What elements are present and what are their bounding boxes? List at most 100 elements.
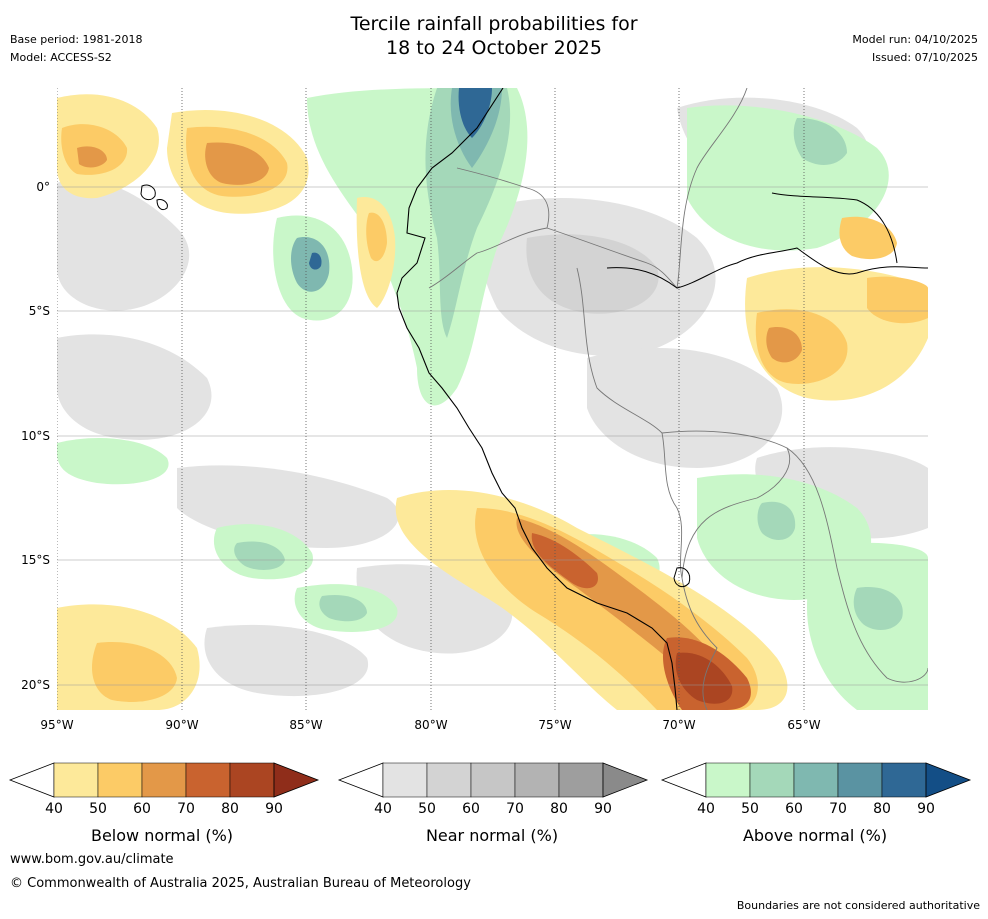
near-swatch xyxy=(426,762,472,798)
above-tick: 60 xyxy=(785,801,803,817)
near-region xyxy=(587,348,783,468)
below-region xyxy=(867,276,928,324)
above-region xyxy=(57,438,169,485)
lon-label-95w: 95°W xyxy=(40,718,74,732)
near-region xyxy=(57,334,212,440)
title-line-1: Tercile rainfall probabilities for xyxy=(350,13,638,35)
coastline xyxy=(396,88,678,710)
below-extend-low xyxy=(8,762,55,798)
below-extend-high xyxy=(273,762,320,798)
above-extend-high xyxy=(925,762,972,798)
above-region xyxy=(319,594,367,622)
colorbar-above xyxy=(660,762,972,798)
near-extend-low xyxy=(337,762,384,798)
boundaries xyxy=(140,88,928,710)
above-swatch xyxy=(837,762,883,798)
above-region xyxy=(853,587,903,630)
lon-label-80w: 80°W xyxy=(414,718,448,732)
above-tick: 40 xyxy=(697,801,715,817)
near-caption: Near normal (%) xyxy=(425,826,559,845)
border-ecuador-colombia xyxy=(456,167,550,229)
near-swatch xyxy=(514,762,560,798)
below-swatch xyxy=(229,762,275,798)
below-region xyxy=(77,146,107,168)
below-tick: 90 xyxy=(265,801,283,817)
amazon-river xyxy=(606,247,928,289)
border-peru-bolivia xyxy=(681,577,718,710)
below-region xyxy=(766,327,802,363)
above-region xyxy=(309,252,322,270)
below-tick: 60 xyxy=(133,801,151,817)
lat-label-0: 0° xyxy=(36,180,50,194)
colorbars xyxy=(8,762,972,798)
colorbar-near xyxy=(337,762,649,798)
below-region xyxy=(366,212,387,262)
below-tick: 50 xyxy=(89,801,107,817)
near-region xyxy=(57,179,190,311)
base-period: Base period: 1981-2018 xyxy=(10,33,143,46)
meta-right: Model run: 04/10/2025 Issued: 07/10/2025 xyxy=(852,31,978,67)
copyright: © Commonwealth of Australia 2025, Austra… xyxy=(10,876,471,891)
below-tick: 80 xyxy=(221,801,239,817)
near-region xyxy=(526,234,659,314)
near-tick: 90 xyxy=(594,801,612,817)
near-swatch xyxy=(558,762,604,798)
near-tick: 60 xyxy=(462,801,480,817)
lon-label-75w: 75°W xyxy=(538,718,572,732)
model-name: Model: ACCESS-S2 xyxy=(10,51,112,64)
border-ecuador-peru xyxy=(428,227,548,289)
below-caption: Below normal (%) xyxy=(90,826,234,845)
below-region xyxy=(839,216,897,260)
above-tick: 90 xyxy=(917,801,935,817)
lon-label-85w: 85°W xyxy=(289,718,323,732)
lake-titicaca xyxy=(673,567,691,588)
above-swatch xyxy=(793,762,839,798)
near-extend-high xyxy=(602,762,649,798)
below-normal-regions xyxy=(57,94,928,710)
above-region xyxy=(793,118,847,165)
near-tick: 80 xyxy=(550,801,568,817)
above-caption: Above normal (%) xyxy=(742,826,888,845)
map-title: Tercile rainfall probabilities for 18 to… xyxy=(0,12,988,60)
graticule xyxy=(57,186,928,686)
lon-label-90w: 90°W xyxy=(165,718,199,732)
below-region xyxy=(531,533,598,589)
colorbar-below xyxy=(8,762,320,798)
above-extend-low xyxy=(660,762,707,798)
above-region xyxy=(458,88,492,138)
title-line-2: 18 to 24 October 2025 xyxy=(386,37,602,59)
lon-label-70w: 70°W xyxy=(662,718,696,732)
above-tick: 50 xyxy=(741,801,759,817)
lat-label-5s: 5°S xyxy=(28,304,50,318)
meta-left: Base period: 1981-2018 Model: ACCESS-S2 xyxy=(10,31,142,67)
below-tick: 70 xyxy=(177,801,195,817)
above-swatch xyxy=(881,762,927,798)
below-region xyxy=(205,142,269,185)
below-region xyxy=(675,652,733,704)
above-swatch xyxy=(705,762,751,798)
near-swatch xyxy=(470,762,516,798)
lat-label-10s: 10°S xyxy=(21,429,50,443)
above-region xyxy=(757,501,796,540)
probability-map xyxy=(57,88,928,710)
below-swatch xyxy=(97,762,143,798)
below-swatch xyxy=(185,762,231,798)
border-bolivia-brazil xyxy=(661,430,791,579)
above-region xyxy=(234,541,285,570)
lat-label-20s: 20°S xyxy=(21,678,50,692)
above-swatch xyxy=(749,762,795,798)
above-normal-regions xyxy=(57,88,928,710)
border-peru-brazil xyxy=(576,267,683,579)
below-region xyxy=(92,642,177,702)
near-region xyxy=(204,624,369,697)
below-tick: 40 xyxy=(45,801,63,817)
website-link[interactable]: www.bom.gov.au/climate xyxy=(10,852,174,867)
near-tick: 70 xyxy=(506,801,524,817)
below-swatch xyxy=(53,762,99,798)
near-swatch xyxy=(382,762,428,798)
above-region xyxy=(425,88,511,338)
lon-label-65w: 65°W xyxy=(787,718,821,732)
lat-label-15s: 15°S xyxy=(21,553,50,567)
border-peru-colombia-brazil xyxy=(546,88,748,289)
galapagos xyxy=(140,184,168,211)
